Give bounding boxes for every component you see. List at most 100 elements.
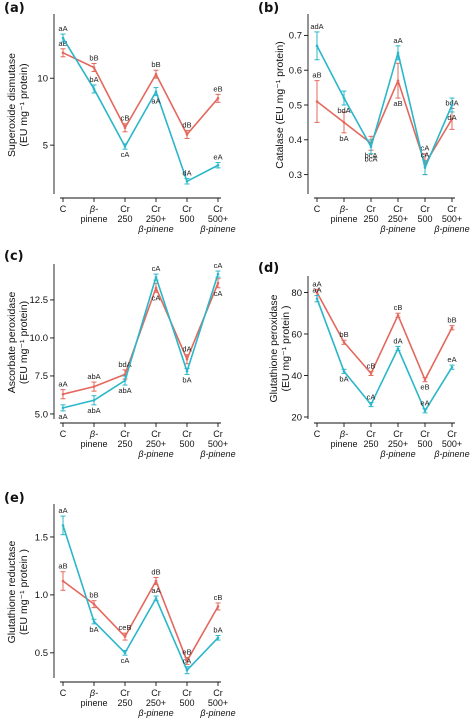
x-tick-label-line: Cr — [393, 429, 403, 439]
x-tick-label-line: β-pinene — [199, 449, 235, 459]
significance-label: eB — [420, 383, 429, 392]
significance-label: aA — [393, 36, 402, 45]
x-tick-label-line: C — [60, 429, 67, 439]
x-tick-label-line: β-pinene — [379, 449, 415, 459]
x-tick-label-line: 250+ — [388, 439, 408, 449]
x-tick-label-line: pinene — [80, 698, 107, 708]
data-point — [342, 121, 346, 124]
significance-label: eB — [213, 84, 222, 93]
data-point — [154, 597, 158, 600]
significance-label: cA — [121, 150, 130, 159]
x-tick-label: Cr 250+ β-pinene — [137, 688, 173, 718]
data-point — [92, 398, 96, 402]
series-line-0 — [62, 273, 219, 409]
x-tick-label: β-pinene — [330, 204, 357, 224]
x-tick-label: Cr 500+ β-pinene — [199, 429, 235, 459]
x-tick-label-line: Cr — [213, 204, 223, 214]
x-tick-label-line: Cr — [213, 429, 223, 439]
x-tick-label-line: β- — [339, 204, 348, 214]
x-tick-label: Cr 500 — [417, 204, 432, 224]
x-tick-label: C — [314, 204, 321, 214]
x-tick-label-line: 500 — [417, 439, 432, 449]
significance-label: aA — [312, 279, 321, 288]
y-tick-label: 0.6 — [289, 66, 302, 77]
x-tick-label-line: Cr — [120, 688, 130, 698]
x-tick-label: Cr 250+ β-pinene — [379, 429, 415, 459]
x-tick-label-line: Cr — [120, 204, 130, 214]
significance-label: dA — [182, 345, 191, 354]
significance-label: bA — [182, 375, 191, 384]
data-point — [423, 166, 427, 169]
x-tick-label-line: 500+ — [208, 214, 228, 224]
data-point — [315, 291, 319, 294]
x-tick-label-line: Cr — [182, 429, 192, 439]
data-point — [123, 126, 127, 130]
data-point — [185, 659, 189, 663]
chart-panel-0: (a) 5 10 Superoxide dismutase(EU mg⁻¹ prote… — [4, 1, 236, 234]
data-point — [154, 90, 158, 93]
significance-label: bA — [89, 75, 98, 84]
y-axis-title-line: (EU mg⁻¹ protein ) — [18, 549, 30, 635]
data-point — [423, 378, 427, 381]
x-tick-label-line: 250 — [117, 214, 132, 224]
x-tick-label-line: Cr — [151, 429, 161, 439]
x-tick-label-line: β- — [89, 204, 98, 214]
data-point — [315, 297, 319, 300]
x-tick-label-line: Cr — [213, 688, 223, 698]
significance-label: bdA — [337, 106, 350, 115]
significance-label: cA — [121, 656, 130, 665]
y-axis-title-line: Ascorbate peroxidase — [6, 292, 18, 394]
x-tick-label-line: β-pinene — [137, 708, 173, 718]
significance-label: bA — [339, 374, 348, 383]
significance-label: eB — [182, 647, 191, 656]
x-tick-label: C — [60, 429, 67, 439]
data-point — [450, 326, 454, 330]
x-tick-label-line: C — [60, 204, 67, 214]
data-point — [123, 651, 127, 655]
y-tick-label: 40 — [291, 371, 302, 382]
significance-label: ceB — [119, 623, 132, 632]
x-tick-label-line: β-pinene — [137, 224, 173, 234]
data-point — [154, 275, 158, 279]
significance-label: bB — [447, 316, 456, 325]
data-point — [61, 392, 65, 396]
x-tick-label-line: Cr — [447, 429, 457, 439]
x-tick-label-line: β-pinene — [433, 224, 469, 234]
x-tick-label-line: Cr — [393, 204, 403, 214]
x-tick-label-line: 500 — [179, 214, 194, 224]
y-tick-label: 80 — [291, 288, 302, 299]
x-tick-label: Cr 500 — [179, 204, 194, 224]
x-tick-label-line: pinene — [330, 214, 357, 224]
x-tick-label-line: 500+ — [208, 698, 228, 708]
significance-label: cA — [421, 144, 430, 153]
significance-label: cA — [421, 151, 430, 160]
y-tick-label: 0.3 — [289, 170, 302, 181]
x-tick-label: β-pinene — [80, 429, 107, 449]
y-axis-title-line: Superoxide dismutase — [6, 53, 18, 157]
data-point — [216, 605, 220, 608]
significance-label: aB — [312, 71, 321, 80]
significance-label: cA — [214, 261, 223, 270]
data-point — [450, 365, 454, 369]
y-axis-title: Catalase (EU mg⁻¹ protein) — [274, 41, 286, 169]
significance-label: eA — [213, 153, 222, 162]
x-tick-label: Cr 500 — [417, 429, 432, 449]
x-tick-label-line: 500+ — [442, 439, 462, 449]
x-tick-label: Cr 250+ β-pinene — [137, 429, 173, 459]
data-point — [315, 44, 319, 48]
x-tick-label: β-pinene — [80, 204, 107, 224]
series-line-1 — [62, 52, 219, 136]
data-point — [92, 385, 96, 388]
y-axis-title-line: Catalase (EU mg⁻¹ protein) — [274, 41, 286, 169]
data-point — [396, 79, 400, 82]
x-tick-label-line: β-pinene — [379, 224, 415, 234]
panel-label: (c) — [4, 249, 24, 264]
x-tick-label-line: β-pinene — [199, 708, 235, 718]
x-tick-label-line: 500+ — [208, 439, 228, 449]
x-tick-label-line: Cr — [366, 429, 376, 439]
data-point — [342, 370, 346, 373]
x-tick-label: Cr 250 — [117, 204, 132, 224]
x-tick-label: Cr 250 — [363, 204, 378, 224]
x-tick-label-line: Cr — [420, 429, 430, 439]
